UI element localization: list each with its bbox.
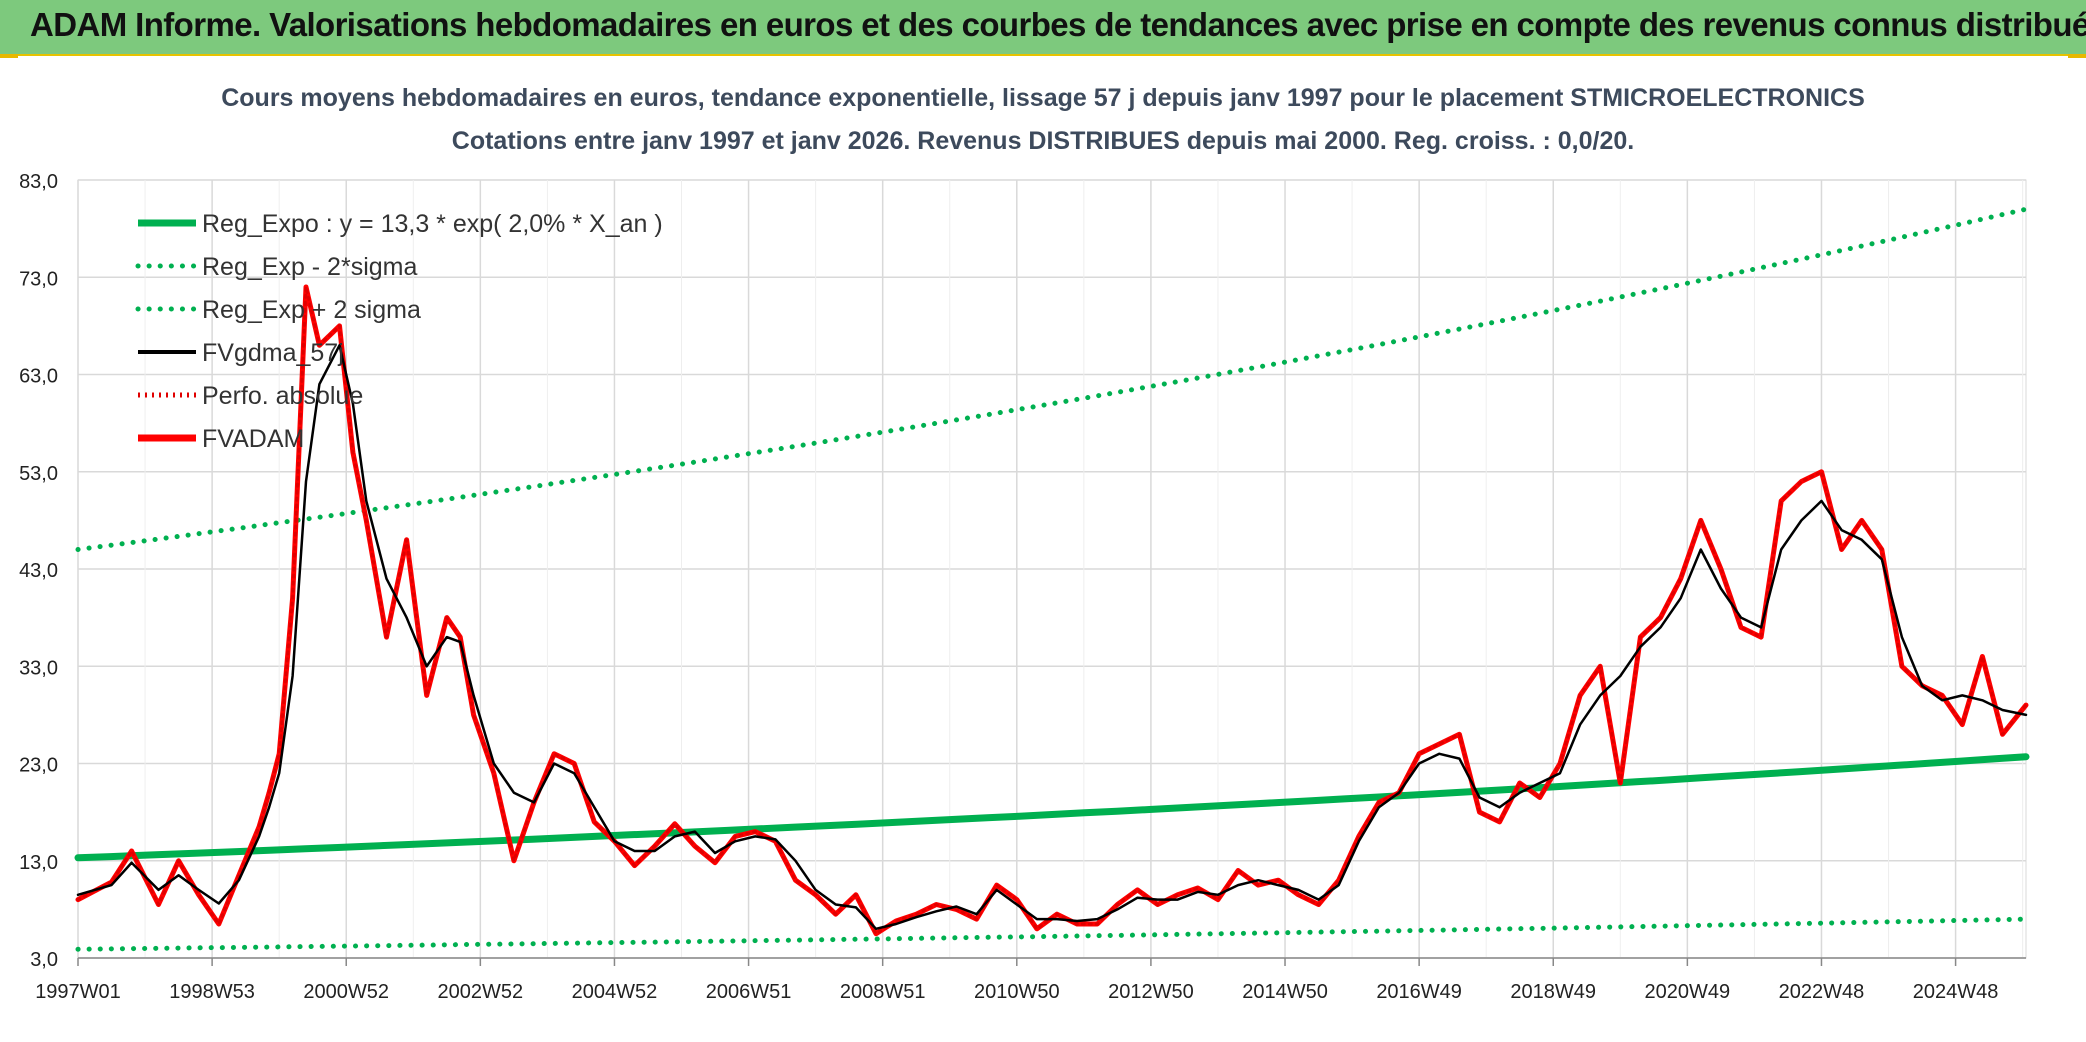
y-axis: 83,0 73,0 63,0 53,0 43,0 33,0 23,0 13,0 3,0 bbox=[19, 171, 58, 971]
legend-label: FVADAM bbox=[202, 425, 304, 453]
x-tick-label: 2002W52 bbox=[438, 981, 524, 1003]
series-layer bbox=[74, 206, 2030, 952]
x-tick-label: 2020W49 bbox=[1645, 981, 1731, 1003]
y-tick-label: 63,0 bbox=[19, 366, 58, 388]
x-tick-label: 2014W50 bbox=[1242, 981, 1328, 1003]
legend-label: Reg_Exp + 2 sigma bbox=[202, 296, 421, 324]
y-tick-label: 3,0 bbox=[30, 949, 58, 971]
x-tick-label: 1997W01 bbox=[35, 981, 121, 1003]
legend-label: Reg_Expo : y = 13,3 * exp( 2,0% * X_an ) bbox=[202, 210, 663, 238]
x-tick-label: 2000W52 bbox=[303, 981, 389, 1003]
x-tick-label: 2004W52 bbox=[572, 981, 658, 1003]
y-tick-label: 23,0 bbox=[19, 755, 58, 777]
chart-subtitle: Cotations entre janv 1997 et janv 2026. … bbox=[452, 127, 1634, 155]
legend: Reg_Expo : y = 13,3 * exp( 2,0% * X_an )… bbox=[135, 210, 663, 453]
perfo-absolue-line bbox=[76, 285, 2028, 936]
y-tick-label: 53,0 bbox=[19, 463, 58, 485]
x-tick-label: 2012W50 bbox=[1108, 981, 1194, 1003]
x-tick-label: 2006W51 bbox=[706, 981, 792, 1003]
report-banner: ADAM Informe. Valorisations hebdomadaire… bbox=[0, 0, 2086, 56]
y-tick-label: 83,0 bbox=[19, 171, 58, 193]
x-tick-label: 2016W49 bbox=[1376, 981, 1462, 1003]
y-tick-label: 33,0 bbox=[19, 657, 58, 679]
y-tick-label: 73,0 bbox=[19, 268, 58, 290]
reg-minus-2sigma-line bbox=[75, 916, 2029, 952]
y-tick-label: 43,0 bbox=[19, 560, 58, 582]
x-tick-label: 2018W49 bbox=[1510, 981, 1596, 1003]
x-tick-label: 2008W51 bbox=[840, 981, 926, 1003]
x-tick-label: 2010W50 bbox=[974, 981, 1060, 1003]
reg-expo-line bbox=[74, 753, 2030, 862]
y-tick-label: 13,0 bbox=[19, 852, 58, 874]
x-tick-label: 1998W53 bbox=[169, 981, 255, 1003]
fvgdma-line bbox=[76, 344, 2028, 931]
x-tick-label: 2022W48 bbox=[1779, 981, 1865, 1003]
legend-label: Reg_Exp - 2*sigma bbox=[202, 253, 417, 281]
legend-label: FVgdma_57j bbox=[202, 339, 344, 367]
legend-label: Perfo. absolue bbox=[202, 382, 363, 410]
x-tick-label: 2024W48 bbox=[1913, 981, 1999, 1003]
x-axis: 1997W01 1998W53 2000W52 2002W52 2004W52 2006W… bbox=[35, 957, 2026, 1003]
chart-title: Cours moyens hebdomadaires en euros, ten… bbox=[221, 84, 1865, 112]
chart-panel: Cours moyens hebdomadaires en euros, ten… bbox=[0, 58, 2086, 1037]
line-chart: Cours moyens hebdomadaires en euros, ten… bbox=[19, 84, 2030, 1003]
report-title: ADAM Informe. Valorisations hebdomadaire… bbox=[30, 6, 2086, 43]
